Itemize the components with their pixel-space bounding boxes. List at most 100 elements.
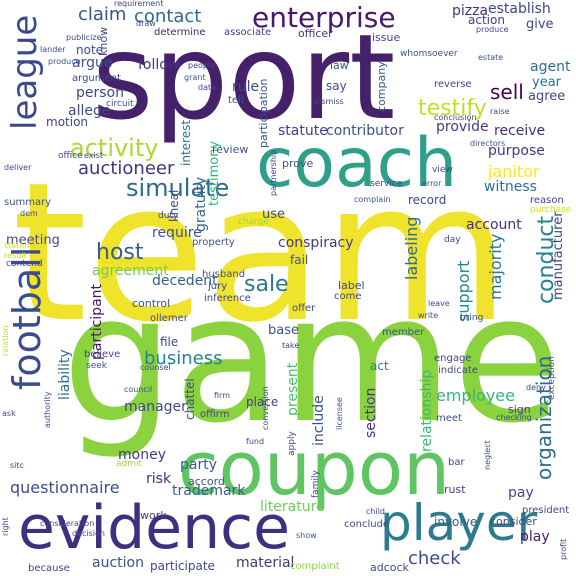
word-manufacturer: manufacturer <box>551 211 566 300</box>
word-raise: raise <box>490 107 510 116</box>
word-manager: manager <box>124 399 187 415</box>
word-consideration: consideration <box>40 519 95 528</box>
word-argue: argue <box>72 55 113 71</box>
word-fail: fail <box>290 253 309 267</box>
word-game: game <box>62 257 562 462</box>
word-play: play <box>520 529 550 545</box>
word-seek: seek <box>86 361 107 371</box>
word-people: people <box>188 61 216 70</box>
word-testify: testify <box>418 96 487 121</box>
word-place: place <box>246 395 279 409</box>
word-exist: exist <box>84 151 104 160</box>
word-motion: motion <box>46 115 89 129</box>
word-admit: admit <box>116 459 143 469</box>
word-use: use <box>262 207 286 222</box>
word-sport: sport <box>92 8 396 146</box>
word-pay: pay <box>508 485 534 501</box>
word-complain: complain <box>354 195 391 204</box>
word-consider: consider <box>490 515 537 528</box>
word-team: team <box>12 142 511 365</box>
word-president: president <box>522 505 570 516</box>
word-contend: contend <box>6 259 43 269</box>
word-ask: ask <box>2 409 16 418</box>
word-profit: profit <box>559 538 568 560</box>
word-note: note <box>76 43 104 57</box>
word-involve: involve <box>434 515 478 529</box>
word-gratuity: gratuity <box>193 176 209 232</box>
word-claim: claim <box>78 4 127 25</box>
word-league: league <box>5 14 45 130</box>
word-auctioneer: auctioneer <box>78 158 175 179</box>
word-questionnaire: questionnaire <box>10 478 120 497</box>
word-statute: statute <box>278 123 328 139</box>
word-complaint: complaint <box>290 561 340 572</box>
word-reverse: reverse <box>434 79 472 90</box>
word-conversion: conversion <box>261 386 270 430</box>
word-janitor: janitor <box>488 162 540 181</box>
word-counsel: counsel <box>140 363 171 372</box>
word-labeling: labeling <box>402 216 421 280</box>
word-child: child <box>366 507 385 516</box>
word-law: law <box>330 59 349 72</box>
word-say: say <box>326 79 347 93</box>
word-pizza: pizza <box>452 3 489 19</box>
word-meet: meet <box>436 413 462 424</box>
word-deliver: deliver <box>4 163 32 172</box>
word-whomsoever: whomsoever <box>400 49 458 59</box>
word-simulate: simulate <box>126 174 230 202</box>
word-deny: deny <box>526 383 546 392</box>
word-literature: literature <box>260 499 325 515</box>
word-statement: statement <box>4 241 46 250</box>
word-sell: sell <box>490 80 524 104</box>
word-include: include <box>311 395 327 446</box>
word-year: year <box>532 75 562 90</box>
word-risk: risk <box>146 471 172 487</box>
word-charge: charge <box>238 217 269 227</box>
word-associate: associate <box>224 27 272 38</box>
word-purpose: purpose <box>488 143 545 159</box>
word-agent: agent <box>530 59 571 75</box>
word-company: company <box>375 61 388 112</box>
word-fund: fund <box>246 437 265 446</box>
word-sign: sign <box>508 403 531 416</box>
word-licensee: licensee <box>335 397 344 430</box>
word-right: right <box>1 517 10 536</box>
word-record: record <box>408 193 447 207</box>
word-auction: auction <box>92 555 144 571</box>
word-contact: contact <box>134 6 202 27</box>
word-family: family <box>311 470 321 498</box>
word-reason: reason <box>530 195 564 206</box>
word-result: result <box>4 251 27 260</box>
word-rust: rust <box>444 483 466 496</box>
word-produce: produce <box>48 57 81 66</box>
word-relation: relation <box>1 325 10 356</box>
word-liability: liability <box>57 349 73 400</box>
word-agree: agree <box>528 89 566 104</box>
word-grant: grant <box>184 73 206 82</box>
word-contributor: contributor <box>326 123 404 139</box>
word-partnership: partnership <box>269 149 278 196</box>
word-exception: exception <box>547 356 557 400</box>
word-rule: rule <box>232 79 260 95</box>
word-majority: majority <box>486 233 505 300</box>
word-act: act <box>370 359 389 373</box>
word-conclude: conclude <box>344 519 390 530</box>
word-adcock: adcock <box>370 561 409 574</box>
word-receive: receive <box>494 123 546 139</box>
word-control: control <box>132 297 171 310</box>
word-come: come <box>334 291 362 302</box>
word-allege: allege <box>68 103 111 119</box>
word-take: take <box>282 341 300 350</box>
word-file: file <box>160 335 179 349</box>
word-firm: firm <box>214 391 230 400</box>
word-leave: leave <box>428 299 450 308</box>
word-error: error <box>422 179 442 188</box>
word-give: give <box>526 17 554 32</box>
word-section: section <box>363 387 379 438</box>
word-establish: establish <box>488 1 551 17</box>
word-circuit: circuit <box>106 99 134 109</box>
word-present: present <box>285 362 301 416</box>
word-purchase: purchase <box>530 205 572 215</box>
word-enterprise: enterprise <box>252 1 396 34</box>
